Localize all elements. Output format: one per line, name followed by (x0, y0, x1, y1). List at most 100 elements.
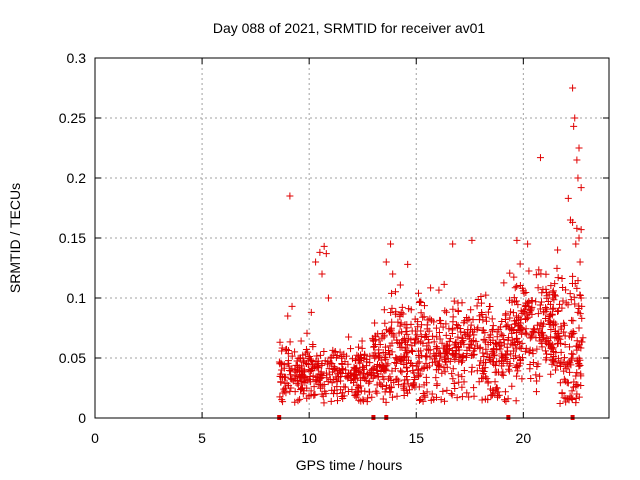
data-point (360, 369, 368, 377)
data-point (547, 350, 555, 358)
data-point (338, 353, 346, 361)
data-point (500, 279, 508, 287)
data-point (396, 322, 404, 330)
data-point (578, 338, 586, 346)
data-point (296, 395, 304, 403)
data-point (410, 379, 418, 387)
data-point (447, 390, 455, 398)
data-point (526, 334, 534, 342)
data-point (276, 360, 284, 368)
data-point (424, 336, 432, 344)
data-point (278, 347, 286, 355)
data-point (575, 343, 583, 351)
data-point (481, 395, 489, 403)
data-point (522, 344, 530, 352)
data-point (449, 365, 457, 373)
data-point (539, 285, 547, 293)
data-point (529, 358, 537, 366)
data-point (551, 291, 559, 299)
data-point (468, 363, 476, 371)
data-point (448, 329, 456, 337)
data-point (430, 395, 438, 403)
data-point (506, 325, 514, 333)
data-point (557, 348, 565, 356)
data-point (408, 342, 416, 350)
data-point (504, 321, 512, 329)
data-point (311, 390, 319, 398)
data-point (548, 345, 556, 353)
data-point (486, 303, 494, 311)
data-point (536, 154, 544, 162)
data-point (567, 329, 575, 337)
data-point (344, 388, 352, 396)
data-point (411, 376, 419, 384)
plot-frame (94, 57, 610, 419)
data-point (577, 184, 585, 192)
data-point (382, 366, 390, 374)
data-point (279, 398, 287, 406)
data-point (320, 380, 328, 388)
data-point (490, 352, 498, 360)
data-point (401, 337, 409, 345)
data-point (430, 338, 438, 346)
data-point (491, 378, 499, 386)
data-point (486, 354, 494, 362)
data-point (442, 331, 450, 339)
data-point (391, 365, 399, 373)
data-point (326, 375, 334, 383)
data-points (275, 84, 587, 407)
data-point (552, 292, 560, 300)
data-point (493, 328, 501, 336)
data-point (346, 371, 354, 379)
data-point (492, 339, 500, 347)
data-point (416, 297, 424, 305)
data-point (328, 360, 336, 368)
data-point (566, 343, 574, 351)
data-point (414, 359, 422, 367)
data-point (557, 323, 565, 331)
data-point (435, 286, 443, 294)
data-point (402, 328, 410, 336)
data-point (562, 286, 570, 294)
data-point (390, 331, 398, 339)
data-point (467, 306, 475, 314)
data-point (306, 355, 314, 363)
data-point (291, 348, 299, 356)
data-point (469, 316, 477, 324)
data-point (280, 361, 288, 369)
data-point (538, 329, 546, 337)
data-point (556, 399, 564, 407)
data-point (282, 389, 290, 397)
data-point (387, 240, 395, 248)
data-point (310, 362, 318, 370)
y-axis-ticks: 0 0.05 0.1 0.15 0.2 0.25 0.3 (59, 50, 609, 426)
data-point (381, 365, 389, 373)
data-point (391, 359, 399, 367)
data-point (383, 362, 391, 370)
data-point (561, 321, 569, 329)
data-point (374, 370, 382, 378)
data-point (419, 313, 427, 321)
data-point (465, 393, 473, 401)
data-point (559, 297, 567, 305)
data-point (548, 310, 556, 318)
data-point (554, 354, 562, 362)
data-point (389, 270, 397, 278)
data-point (505, 334, 513, 342)
data-point (575, 393, 583, 401)
data-point (463, 350, 471, 358)
data-point (320, 399, 328, 407)
data-point (560, 367, 568, 375)
data-point (297, 337, 305, 345)
data-point (477, 357, 485, 365)
data-point (403, 353, 411, 361)
data-point (448, 347, 456, 355)
data-point (300, 357, 308, 365)
data-point (330, 390, 338, 398)
data-point (515, 353, 523, 361)
data-point (313, 352, 321, 360)
data-point (415, 347, 423, 355)
data-point (320, 348, 328, 356)
data-point (425, 327, 433, 335)
data-point (417, 309, 425, 317)
